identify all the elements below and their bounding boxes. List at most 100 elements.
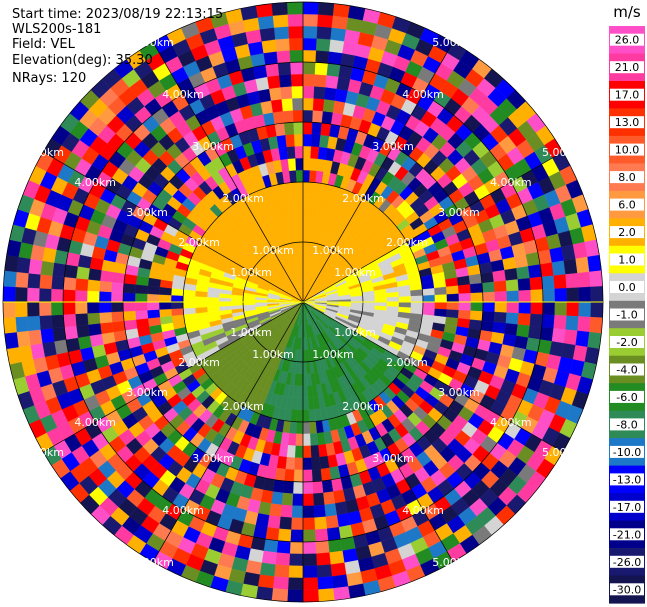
velocity-gate [272, 479, 285, 494]
velocity-gate [267, 515, 281, 529]
velocity-gate [308, 409, 316, 422]
velocity-gate [589, 316, 603, 334]
velocity-gate [410, 301, 424, 309]
velocity-gate [298, 217, 304, 231]
velocity-gate [287, 158, 297, 171]
velocity-gate [553, 315, 567, 330]
velocity-gate [469, 310, 483, 321]
velocity-gate [290, 73, 304, 87]
ring-label: 4.00km [402, 88, 444, 101]
velocity-gate [542, 288, 556, 303]
velocity-gate [331, 15, 349, 30]
velocity-gate [331, 574, 349, 589]
velocity-gate [257, 15, 275, 30]
velocity-gate [505, 279, 519, 292]
velocity-gate [446, 293, 460, 303]
velocity-gate [111, 271, 126, 284]
colorbar-tick-label: -8.0 [616, 418, 637, 431]
velocity-gate [272, 576, 289, 590]
velocity-gate [75, 278, 89, 291]
velocity-gate [271, 588, 289, 602]
velocity-gate [291, 505, 304, 519]
velocity-gate [528, 264, 542, 279]
velocity-gate [279, 74, 292, 88]
velocity-gate [316, 552, 331, 566]
velocity-gate [542, 301, 556, 316]
velocity-gate [482, 301, 496, 313]
velocity-gate [316, 564, 332, 578]
velocity-gate [302, 529, 316, 543]
velocity-gate [332, 3, 351, 18]
velocity-gate [123, 283, 137, 294]
velocity-gate [590, 301, 604, 318]
velocity-gate [52, 326, 67, 342]
velocity-gate [99, 321, 114, 335]
velocity-gate [259, 27, 276, 42]
velocity-gate [15, 271, 29, 288]
velocity-gate [257, 574, 275, 589]
velocity-gate [434, 286, 447, 296]
velocity-gate [469, 283, 483, 294]
ring-label: 2.00km [178, 356, 220, 369]
velocity-gate [468, 273, 483, 285]
velocity-gate [516, 266, 530, 280]
ring-label: 2.00km [222, 192, 264, 205]
ring-label: 4.00km [74, 416, 116, 429]
velocity-gate [518, 289, 532, 303]
velocity-gate [315, 540, 330, 554]
velocity-gate [289, 37, 304, 51]
ring-label: 3.00km [372, 452, 414, 465]
colorbar-tick-label: 10.0 [615, 144, 640, 157]
velocity-gate [263, 51, 279, 66]
velocity-gate [578, 286, 592, 303]
velocity-gate [52, 262, 67, 278]
velocity-gate [311, 122, 322, 136]
velocity-gate [123, 319, 138, 331]
velocity-gate [319, 455, 330, 470]
ring-label: 3.00km [372, 140, 414, 153]
velocity-gate [514, 254, 529, 269]
velocity-gate [589, 270, 603, 288]
velocity-gate [516, 324, 530, 338]
velocity-gate [147, 285, 160, 295]
velocity-gate [295, 157, 304, 171]
velocity-gate [322, 491, 336, 506]
velocity-gate [122, 301, 136, 312]
velocity-gate [302, 565, 318, 579]
ring-label: 3.00km [438, 206, 480, 219]
velocity-gate [39, 315, 53, 330]
velocity-gate [566, 287, 580, 303]
velocity-gate [302, 1, 319, 15]
velocity-gate [446, 285, 459, 295]
velocity-gate [492, 321, 507, 335]
velocity-gate [295, 169, 304, 183]
velocity-gate [77, 335, 92, 350]
velocity-gate [302, 385, 309, 399]
velocity-gate [289, 553, 304, 567]
velocity-gate [297, 205, 304, 219]
velocity-gate [302, 481, 314, 495]
velocity-gate [587, 254, 602, 273]
velocity-gate [302, 337, 306, 351]
velocity-gate [51, 275, 65, 290]
velocity-gate [135, 318, 150, 329]
ring-label: 3.00km [126, 206, 168, 219]
velocity-gate [302, 373, 308, 387]
velocity-gate [272, 14, 289, 28]
colorbar-tick-label: 0.0 [618, 281, 636, 294]
velocity-gate [270, 98, 284, 113]
velocity-gate [38, 288, 52, 303]
velocity-gate [296, 181, 304, 195]
velocity-gate [289, 49, 304, 63]
velocity-gate [506, 301, 520, 314]
velocity-gate [26, 287, 40, 303]
velocity-gate [302, 13, 319, 27]
colorbar-tick-label: 26.0 [615, 34, 640, 47]
velocity-gate [302, 145, 312, 159]
velocity-gate [295, 433, 304, 447]
velocity-gate [146, 293, 160, 303]
velocity-gate [311, 456, 321, 470]
velocity-gate [276, 540, 291, 554]
colorbar-tick-label: -2.0 [616, 336, 637, 349]
ring-label: 5.00km [22, 146, 64, 159]
